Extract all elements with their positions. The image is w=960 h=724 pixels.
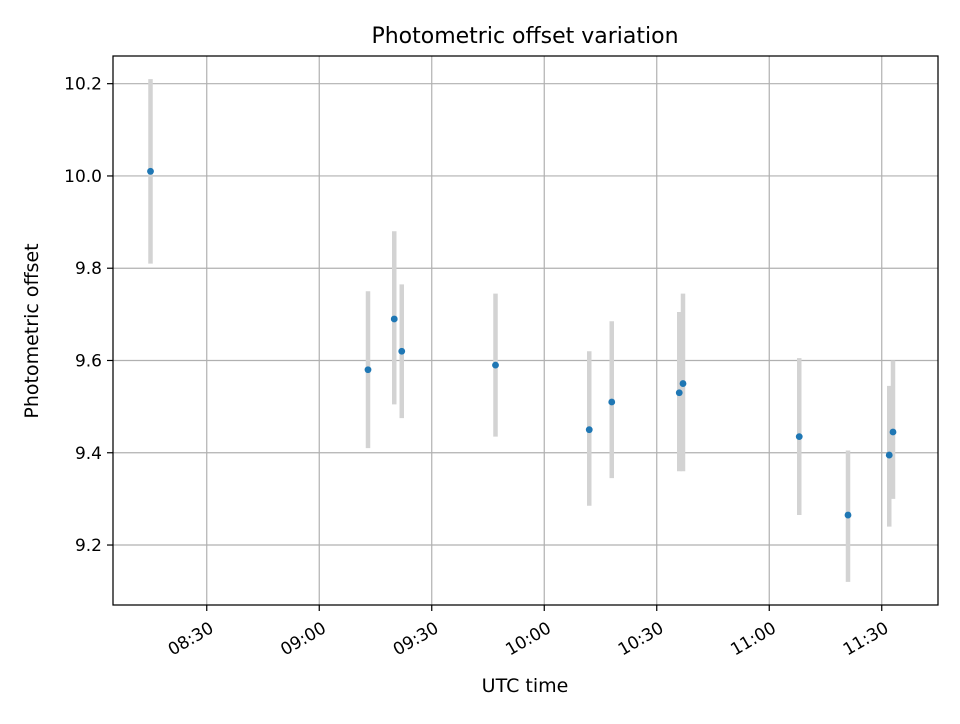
data-point bbox=[844, 511, 852, 519]
data-point bbox=[608, 398, 616, 406]
data-point bbox=[492, 361, 499, 369]
data-point bbox=[885, 451, 893, 459]
data-point bbox=[679, 380, 687, 387]
data-point bbox=[147, 167, 154, 175]
y-tick-label: 9.2 bbox=[75, 536, 102, 556]
marker-layer bbox=[147, 167, 897, 519]
data-point bbox=[585, 426, 593, 434]
y-tick-label: 10.2 bbox=[64, 75, 102, 95]
y-tick-label: 9.8 bbox=[75, 259, 102, 279]
y-axis-label: Photometric offset bbox=[21, 243, 43, 418]
chart-title: Photometric offset variation bbox=[371, 24, 678, 49]
data-point bbox=[889, 428, 897, 436]
y-tick-label: 9.4 bbox=[75, 444, 102, 464]
y-tick-label: 9.6 bbox=[75, 351, 102, 371]
y-tick-label: 10.0 bbox=[64, 167, 102, 187]
data-point bbox=[364, 366, 372, 374]
data-point bbox=[398, 347, 406, 355]
data-point bbox=[675, 389, 683, 397]
data-point bbox=[390, 315, 398, 323]
axes-frame bbox=[112, 55, 939, 606]
x-axis-label: UTC time bbox=[482, 675, 569, 697]
data-point bbox=[795, 433, 803, 441]
